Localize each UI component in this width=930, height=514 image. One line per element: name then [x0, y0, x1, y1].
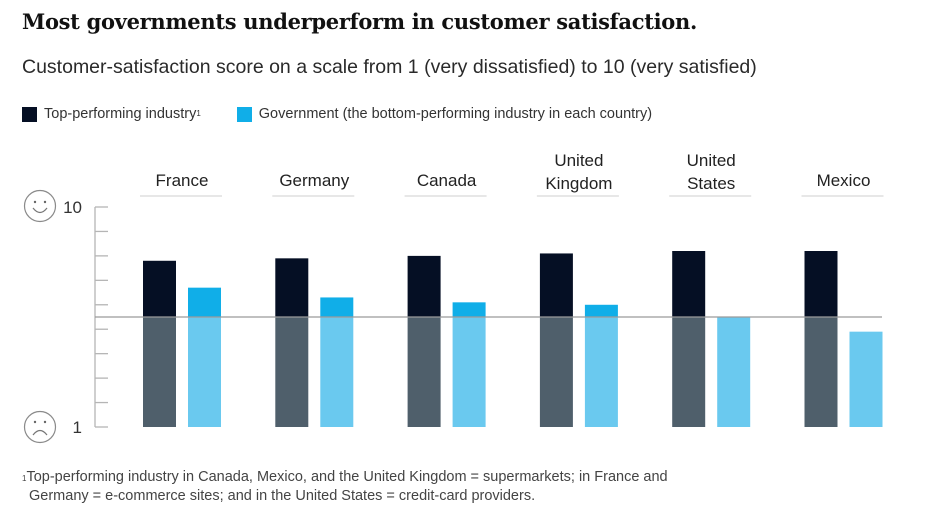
category-label-canada: Canada	[417, 171, 477, 190]
category-label-mexico: Mexico	[817, 171, 871, 190]
bar-government-united-kingdom-above	[584, 304, 618, 317]
category-label-united-states-line-2: States	[687, 174, 735, 193]
footnote: 1Top-performing industry in Canada, Mexi…	[22, 468, 668, 506]
category-label-united-states-line-1: United	[687, 151, 736, 170]
bar-government-germany-below	[320, 317, 354, 427]
legend-item-government: Government (the bottom-performing indust…	[236, 106, 653, 122]
legend-item-top-performing: Top-performing industry 1	[22, 106, 201, 122]
smiley-face-icon	[23, 189, 57, 223]
bar-top-performing-germany-above	[275, 258, 309, 317]
bar-government-france-above	[188, 287, 221, 317]
legend: Top-performing industry 1 Government (the…	[22, 106, 688, 122]
bar-top-performing-canada-below	[407, 317, 441, 427]
bar-top-performing-france-above	[143, 260, 176, 317]
category-label-germany: Germany	[279, 171, 349, 190]
category-labels: France Germany Canada United Kingdom United St…	[140, 151, 884, 197]
bar-government-canada-below	[452, 317, 486, 427]
frowning-face-icon	[23, 410, 57, 444]
bar-top-performing-united-states-above	[672, 251, 706, 317]
legend-footnote-mark: 1	[196, 108, 201, 118]
bar-government-canada-above	[452, 302, 486, 317]
footnote-line-1: Top-performing industry in Canada, Mexic…	[26, 469, 668, 485]
bar-top-performing-united-kingdom-above	[539, 253, 573, 317]
bar-top-performing-united-states-below	[672, 317, 706, 427]
bar-government-mexico-below	[849, 331, 883, 427]
bars	[143, 251, 883, 427]
bar-government-united-kingdom-below	[584, 317, 618, 427]
legend-label-top-performing: Top-performing industry	[44, 106, 197, 122]
category-label-united-kingdom-line-2: Kingdom	[545, 174, 612, 193]
bar-top-performing-france-below	[143, 317, 176, 427]
bar-top-performing-mexico-below	[804, 317, 838, 427]
legend-swatch-government	[236, 106, 252, 122]
bar-government-france-below	[188, 317, 221, 427]
legend-swatch-top-performing	[22, 106, 37, 122]
bar-top-performing-mexico-above	[804, 251, 838, 317]
y-tick-label-1: 1	[73, 418, 82, 437]
bar-top-performing-canada-above	[407, 255, 441, 317]
bar-top-performing-germany-below	[275, 317, 309, 427]
bar-top-performing-united-kingdom-below	[539, 317, 573, 427]
bar-government-germany-above	[320, 297, 354, 317]
footnote-line-2: Germany = e-commerce sites; and in the U…	[29, 488, 536, 504]
category-label-france: France	[156, 171, 209, 190]
chart-title: Most governments underperform in custome…	[22, 9, 697, 34]
legend-label-government: Government (the bottom-performing indust…	[258, 106, 653, 122]
y-tick-label-10: 10	[63, 198, 82, 217]
footnote-mark: 1	[22, 474, 27, 483]
bar-government-united-states-below	[717, 317, 751, 427]
category-label-united-kingdom-line-1: United	[554, 151, 603, 170]
chart-subtitle: Customer-satisfaction score on a scale f…	[22, 56, 757, 78]
